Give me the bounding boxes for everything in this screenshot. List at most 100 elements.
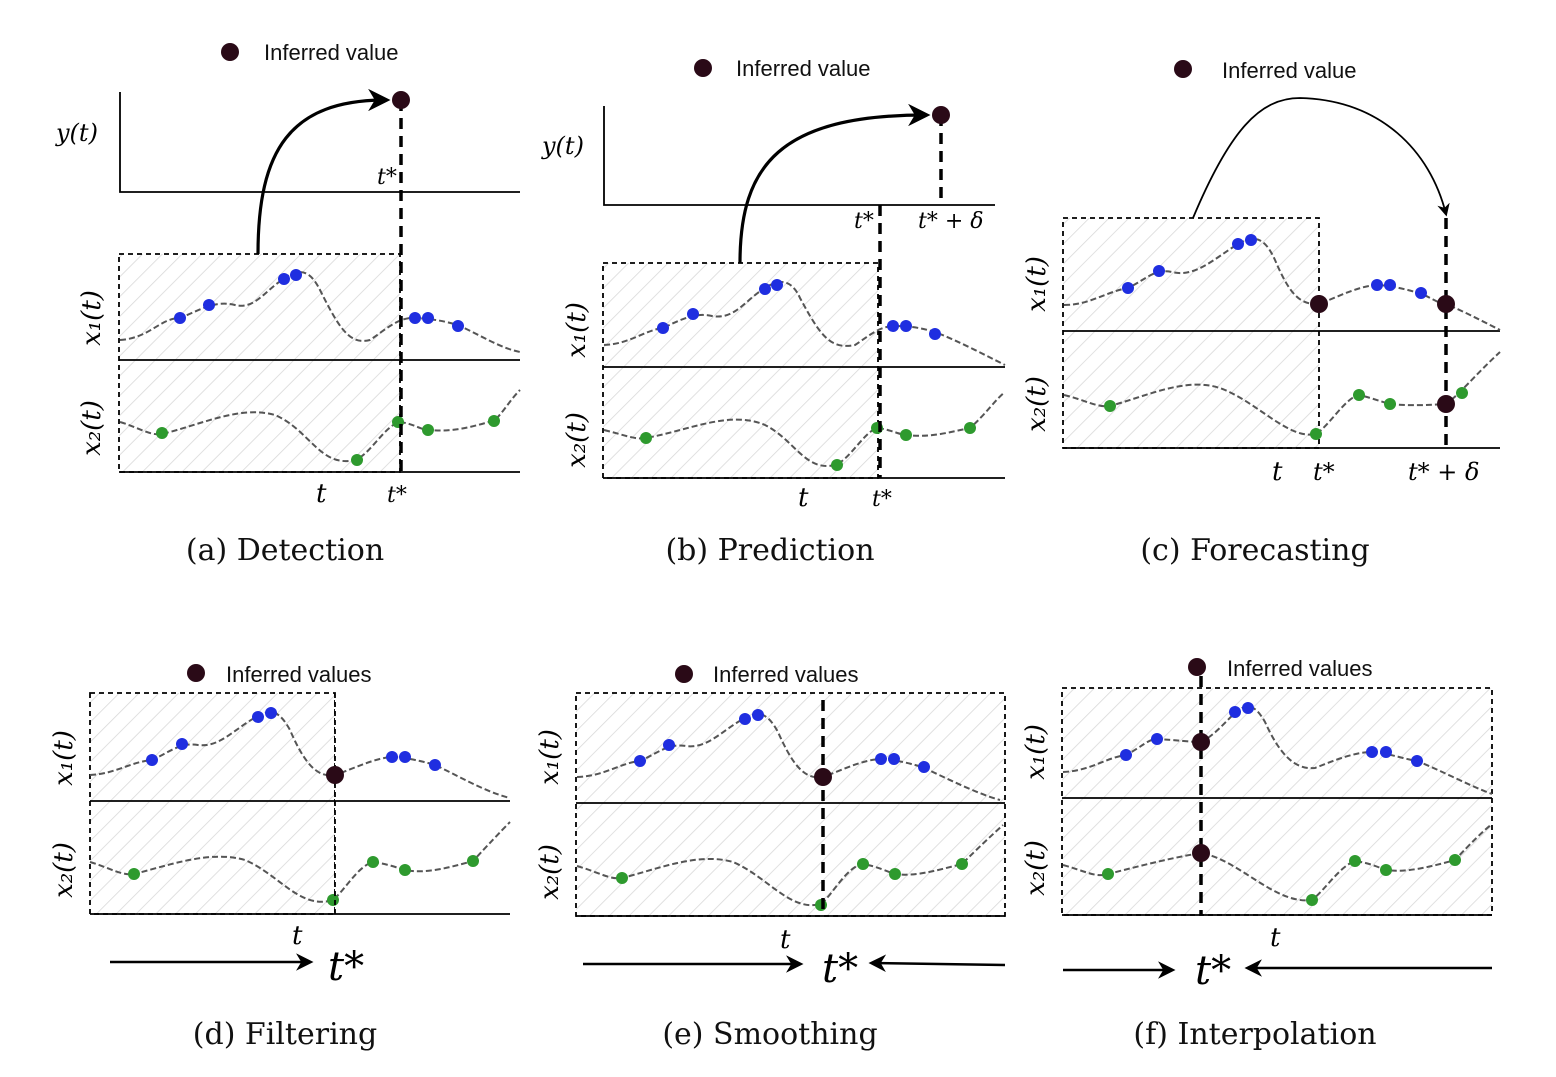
- x2-point: [616, 872, 628, 884]
- x1-point: [1229, 706, 1241, 718]
- x1-point: [278, 273, 290, 285]
- x1-point: [1384, 279, 1396, 291]
- x2-axis-label: x₂(t): [1021, 840, 1051, 896]
- x2-signal-curve: [576, 824, 1004, 907]
- x1-signal-curve: [576, 713, 1001, 801]
- x2-point: [1310, 428, 1322, 440]
- x2-axis-label: x₂(t): [77, 400, 107, 456]
- x1-point: [900, 320, 912, 332]
- y-plot-axes: [603, 106, 995, 206]
- observation-window: [1062, 217, 1320, 449]
- legend-inferred-dot: [1174, 60, 1192, 78]
- tstar-big-label: t*: [1195, 948, 1231, 994]
- x1-point: [399, 751, 411, 763]
- x1-point: [1380, 746, 1392, 758]
- tstar-bottom-label: t*: [872, 487, 892, 512]
- x2-signal-curve: [89, 821, 511, 903]
- tstar-top-label: t*: [854, 209, 874, 234]
- legend-inferred-dot: [221, 43, 239, 61]
- legend-inferred-label: Inferred values: [1227, 656, 1373, 681]
- inferred-x1-at-tstar: [326, 766, 344, 784]
- t-axis-label: t: [798, 483, 809, 513]
- x2-point: [1102, 868, 1114, 880]
- tstar-bottom-label: t*: [1313, 458, 1335, 486]
- panel-caption: (a) Detection: [186, 533, 384, 568]
- x2-point: [1306, 894, 1318, 906]
- x1-point: [1366, 746, 1378, 758]
- x1-point: [1120, 749, 1132, 761]
- t-axis-label: t: [780, 925, 791, 955]
- forecast-arrow: [1192, 97, 1450, 219]
- inferred-value-dot: [932, 106, 950, 124]
- legend-inferred-dot: [1188, 658, 1206, 676]
- x1-point: [752, 709, 764, 721]
- inference-arrow: [738, 103, 931, 264]
- x2-point: [1380, 864, 1392, 876]
- x1-sensor-points: [174, 269, 464, 332]
- x2-sensor-points: [1102, 854, 1461, 906]
- observation-window: [118, 253, 401, 473]
- inferred-x1-at-tstar-delta: [1437, 295, 1455, 313]
- x2-point: [640, 432, 652, 444]
- x2-point: [1456, 387, 1468, 399]
- x2-sensor-points: [156, 415, 500, 466]
- panel-f-interpolation: Inferred values x₁(t) x₂(t) t: [1021, 656, 1493, 1052]
- x2-point: [1384, 398, 1396, 410]
- panel-caption: (d) Filtering: [193, 1017, 377, 1052]
- y-plot-axes: [119, 92, 520, 193]
- x1-point: [1232, 238, 1244, 250]
- observation-window: [602, 262, 879, 479]
- x2-point: [156, 427, 168, 439]
- x2-point: [351, 454, 363, 466]
- x2-point: [831, 459, 843, 471]
- x2-axis-label: x₂(t): [535, 844, 565, 900]
- x1-sensor-points: [1122, 234, 1427, 299]
- x1-point: [663, 739, 675, 751]
- x2-point: [900, 429, 912, 441]
- x1-point: [1371, 279, 1383, 291]
- x1-axis-label: x₁(t): [562, 302, 592, 358]
- tstar-big-label: t*: [822, 946, 858, 992]
- x1-sensor-points: [146, 707, 441, 771]
- x1-point: [422, 312, 434, 324]
- x1-point: [888, 753, 900, 765]
- panel-d-filtering: Inferred values x₁(t) x₂(t) t: [49, 662, 511, 1052]
- x2-point: [128, 868, 140, 880]
- x2-signal-curve: [603, 391, 1006, 467]
- x2-signal-curve: [1062, 823, 1493, 902]
- x1-point: [386, 751, 398, 763]
- panel-caption: (b) Prediction: [665, 533, 874, 568]
- t-axis-label: t: [1270, 923, 1281, 953]
- unobserved-region: [335, 693, 510, 914]
- inferred-x2-at-tstar-delta: [1437, 395, 1455, 413]
- x1-signal-curve: [119, 271, 521, 353]
- x2-point: [1353, 389, 1365, 401]
- legend-inferred-label: Inferred value: [1222, 58, 1357, 83]
- y-axis-label: y(t): [541, 132, 584, 160]
- x2-point: [1104, 400, 1116, 412]
- x2-signal-curve: [119, 389, 521, 463]
- observation-window: [1061, 687, 1493, 916]
- inferred-value-dot: [392, 91, 410, 109]
- x2-point: [1349, 855, 1361, 867]
- x1-point: [290, 269, 302, 281]
- legend-inferred-label: Inferred value: [264, 40, 399, 65]
- x2-point: [815, 899, 827, 911]
- legend-inferred-label: Inferred value: [736, 56, 871, 81]
- x1-point: [429, 759, 441, 771]
- panel-b-prediction: Inferred value y(t) x₁(t) x₂: [541, 56, 1006, 568]
- x1-point: [203, 299, 215, 311]
- x1-point: [1415, 287, 1427, 299]
- x2-point: [422, 424, 434, 436]
- panel-caption: (c) Forecasting: [1140, 533, 1369, 568]
- x1-point: [1242, 702, 1254, 714]
- x2-point: [467, 855, 479, 867]
- x1-point: [657, 322, 669, 334]
- legend-inferred-label: Inferred values: [713, 662, 859, 687]
- panel-a-detection: Inferred value y(t) x₁(t) x₂(t): [55, 40, 521, 568]
- panel-caption: (e) Smoothing: [662, 1017, 877, 1052]
- x2-point: [367, 856, 379, 868]
- legend-inferred-dot: [675, 665, 693, 683]
- x1-point: [1122, 282, 1134, 294]
- x1-point: [1411, 755, 1423, 767]
